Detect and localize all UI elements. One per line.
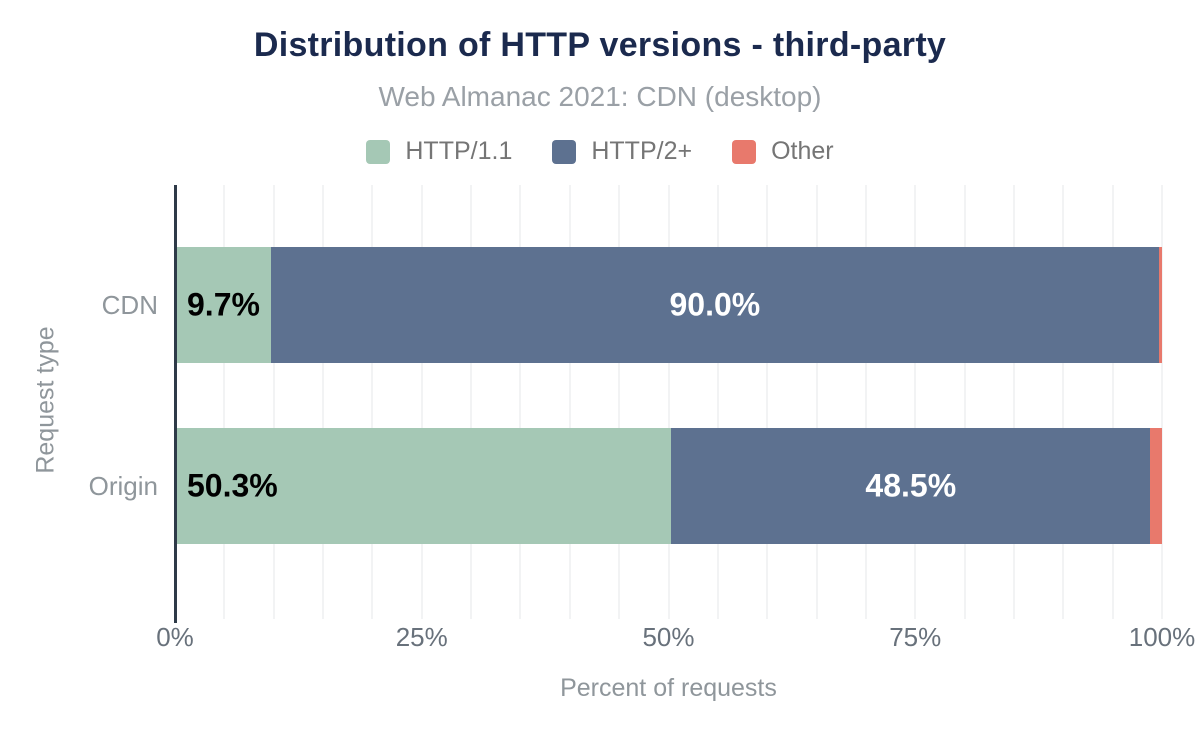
chart-subtitle: Web Almanac 2021: CDN (desktop) [378, 81, 822, 112]
gridline [618, 185, 621, 619]
bar-cdn: 9.7% 90.0% [175, 247, 1162, 363]
bar-segment-origin-http11[interactable]: 50.3% [175, 428, 672, 544]
gridline [1012, 185, 1015, 619]
gridline [914, 185, 917, 619]
legend-label-http2: HTTP/2+ [591, 137, 693, 165]
legend-label-other: Other [771, 137, 834, 165]
gridline [716, 185, 719, 619]
gridline [1161, 185, 1163, 619]
y-category-label: CDN [101, 290, 158, 320]
plot-area: 9.7% 90.0% 50.3% 48.5% 0% 25% 50% 75% 100% Perc… [156, 185, 1195, 702]
gridline [963, 185, 966, 619]
gridline [568, 185, 571, 619]
x-tick-label: 100% [1128, 622, 1196, 652]
gridline [223, 185, 226, 619]
gridline [864, 185, 867, 619]
y-axis-line [174, 185, 177, 623]
gridline [667, 185, 670, 619]
x-axis-title: Percent of requests [560, 674, 777, 702]
x-tick-label: 50% [642, 622, 695, 652]
legend-label-http11: HTTP/1.1 [405, 137, 513, 165]
gridline [272, 185, 275, 619]
legend-swatch-http11 [366, 139, 391, 164]
bar-segment-cdn-http11[interactable]: 9.7% [175, 247, 271, 363]
bar-origin: 50.3% 48.5% [175, 428, 1162, 544]
gridline [1111, 185, 1114, 619]
bar-value-label: 9.7% [187, 286, 260, 323]
legend-item-http11: HTTP/1.1 [366, 137, 512, 166]
gridline [815, 185, 818, 619]
gridline [322, 185, 325, 619]
gridline [371, 185, 374, 619]
gridline [1062, 185, 1065, 619]
legend-item-http2: HTTP/2+ [552, 137, 692, 166]
gridline [766, 185, 769, 619]
bar-value-label: 48.5% [865, 467, 957, 504]
y-axis-title: Request type [31, 326, 60, 474]
y-category-label: Origin [88, 471, 158, 501]
bar-segment-origin-http2[interactable]: 48.5% [671, 428, 1151, 544]
x-tick-label: 25% [395, 622, 448, 652]
bar-value-label: 50.3% [187, 467, 278, 504]
legend-swatch-other [732, 139, 757, 164]
bar-segment-cdn-other[interactable] [1159, 247, 1162, 363]
chart-title: Distribution of HTTP versions - third-pa… [253, 26, 947, 64]
legend-swatch-http2 [552, 139, 577, 164]
legend: HTTP/1.1 HTTP/2+ Other [0, 137, 1200, 166]
bar-segment-cdn-http2[interactable]: 90.0% [270, 247, 1160, 363]
legend-item-other: Other [732, 137, 834, 166]
bar-value-label: 90.0% [669, 286, 761, 323]
x-tick-label: 0% [156, 622, 194, 652]
gridline [420, 185, 423, 619]
gridline [470, 185, 473, 619]
bar-segment-origin-other[interactable] [1150, 428, 1162, 544]
x-tick-label: 75% [889, 622, 942, 652]
gridline [519, 185, 522, 619]
